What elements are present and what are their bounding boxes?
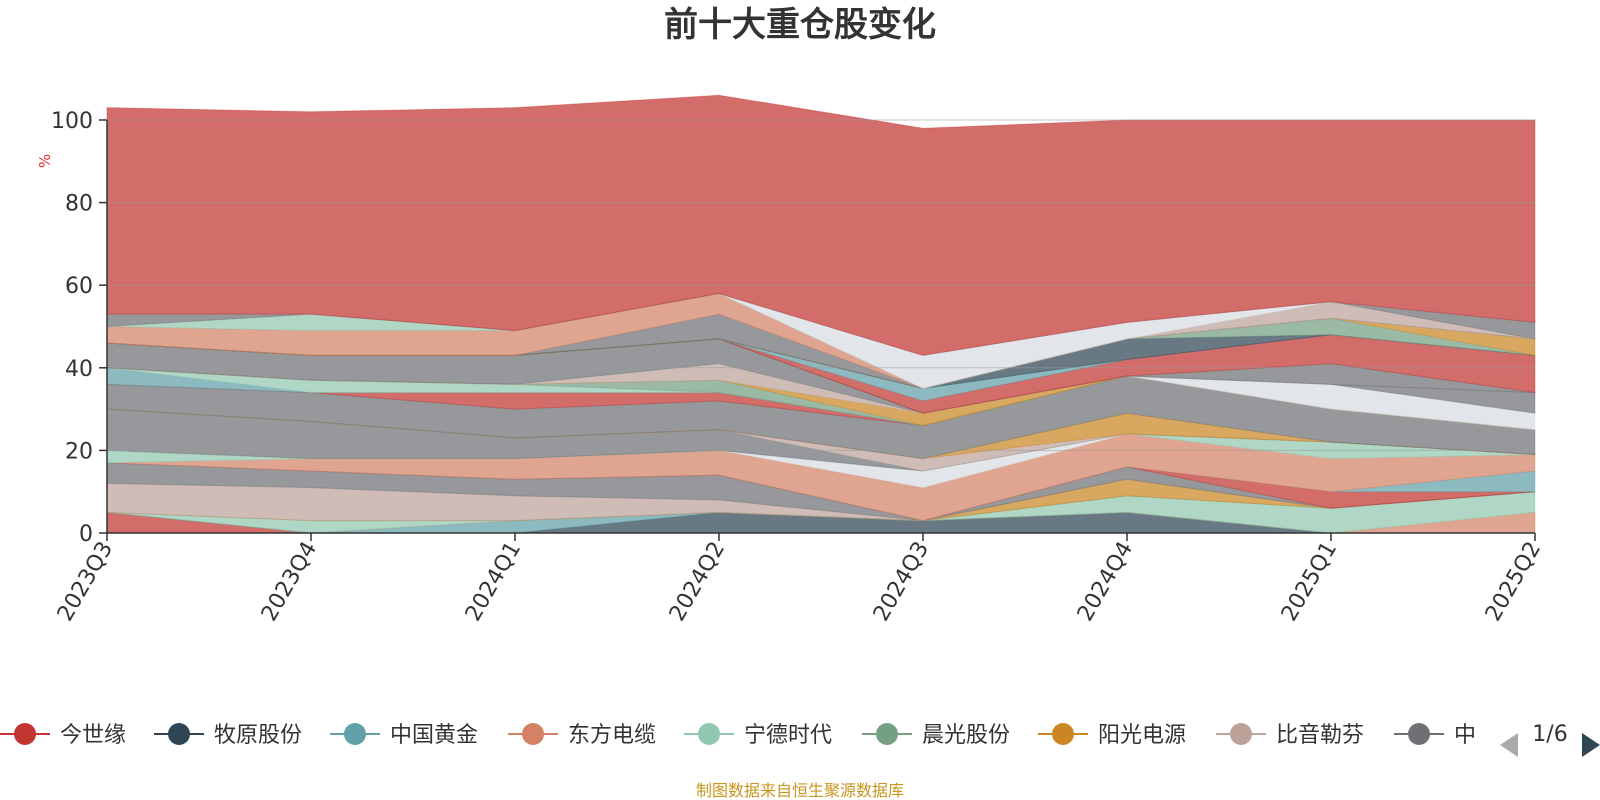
x-tick-label: 2023Q3 <box>53 538 118 626</box>
y-tick-label: 20 <box>65 439 93 464</box>
area-series-group <box>106 94 1536 534</box>
legend-item[interactable]: 牧原股份 <box>154 723 302 748</box>
y-tick-label: 0 <box>79 522 93 547</box>
source-note: 制图数据来自恒生聚源数据库 <box>696 781 904 800</box>
legend: 今世缘 牧原股份 中国黄金 东方电缆 宁德时代 晨光股份 阳光电源 比音勒芬 中 <box>0 723 1476 748</box>
legend-circle-icon <box>1230 723 1252 745</box>
chart-title: 前十大重仓股变化 <box>664 5 936 45</box>
legend-label: 中 <box>1454 723 1476 748</box>
legend-prev-page-icon[interactable] <box>1500 733 1518 757</box>
x-tick-label: 2025Q2 <box>1481 538 1546 626</box>
legend-item[interactable]: 宁德时代 <box>684 723 832 748</box>
legend-item[interactable]: 比音勒芬 <box>1216 723 1364 748</box>
y-axis-label: % <box>36 154 54 168</box>
legend-circle-icon <box>876 723 898 745</box>
legend-item[interactable]: 中国黄金 <box>330 723 478 748</box>
area-band-2 <box>106 511 1535 534</box>
legend-circle-icon <box>522 723 544 745</box>
legend-label: 阳光电源 <box>1098 723 1186 748</box>
legend-label: 中国黄金 <box>390 723 478 748</box>
legend-label: 东方电缆 <box>568 723 656 748</box>
grid-lines <box>107 119 1535 451</box>
legend-item[interactable]: 阳光电源 <box>1038 723 1186 748</box>
legend-circle-icon <box>168 723 190 745</box>
legend-circle-icon <box>1408 723 1430 745</box>
legend-item[interactable]: 今世缘 <box>0 723 126 748</box>
legend-item[interactable]: 晨光股份 <box>862 723 1010 748</box>
x-tick-label: 2023Q4 <box>257 538 322 626</box>
legend-next-page-icon[interactable] <box>1582 733 1600 757</box>
area-band-38 <box>106 94 1536 356</box>
legend-circle-icon <box>344 723 366 745</box>
legend-label: 宁德时代 <box>744 723 832 748</box>
legend-circle-icon <box>698 723 720 745</box>
legend-circle-icon <box>1052 723 1074 745</box>
legend-circle-icon <box>14 723 36 745</box>
legend-label: 今世缘 <box>60 723 126 748</box>
legend-item[interactable]: 东方电缆 <box>508 723 656 748</box>
x-tick-label: 2024Q3 <box>869 538 934 626</box>
y-tick-label: 100 <box>51 109 93 134</box>
legend-page-indicator: 1/6 <box>1532 722 1567 747</box>
legend-item[interactable]: 中 <box>1394 723 1476 748</box>
x-tick-label: 2024Q4 <box>1073 538 1138 626</box>
legend-label: 比音勒芬 <box>1276 723 1364 748</box>
y-tick-label: 40 <box>65 357 93 382</box>
legend-label: 晨光股份 <box>922 723 1010 748</box>
y-tick-label: 80 <box>65 192 93 217</box>
legend-pager: 1/6 <box>1500 722 1600 757</box>
legend-label: 牧原股份 <box>214 723 302 748</box>
x-tick-label: 2024Q1 <box>461 538 526 626</box>
y-tick-label: 60 <box>65 274 93 299</box>
x-tick-label: 2024Q2 <box>665 538 730 626</box>
x-tick-label: 2025Q1 <box>1277 538 1342 626</box>
